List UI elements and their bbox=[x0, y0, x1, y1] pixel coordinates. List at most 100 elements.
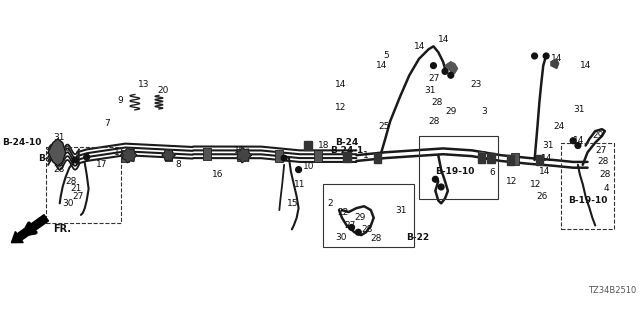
Text: 28: 28 bbox=[431, 98, 443, 107]
Bar bbox=[419, 136, 498, 198]
Text: 5: 5 bbox=[383, 52, 389, 60]
Text: 27: 27 bbox=[345, 221, 356, 230]
Text: 27: 27 bbox=[595, 146, 607, 155]
Bar bbox=[275, 150, 283, 162]
Circle shape bbox=[532, 53, 538, 59]
Polygon shape bbox=[162, 149, 175, 161]
Text: 29: 29 bbox=[445, 107, 456, 116]
Bar bbox=[477, 151, 486, 163]
Bar bbox=[561, 143, 614, 229]
Text: 14: 14 bbox=[335, 80, 347, 89]
Text: 16: 16 bbox=[212, 170, 223, 179]
Bar bbox=[46, 148, 122, 223]
Circle shape bbox=[433, 176, 438, 182]
Text: 17: 17 bbox=[97, 160, 108, 169]
Text: 28: 28 bbox=[597, 157, 609, 166]
Text: 23: 23 bbox=[470, 80, 481, 89]
Text: 19: 19 bbox=[234, 146, 246, 155]
Text: 14: 14 bbox=[438, 35, 450, 44]
Text: TZ34B2510: TZ34B2510 bbox=[588, 285, 636, 294]
Polygon shape bbox=[122, 148, 137, 163]
Text: 12: 12 bbox=[506, 177, 517, 186]
Text: 28: 28 bbox=[371, 235, 382, 244]
Text: B-24: B-24 bbox=[335, 138, 358, 147]
Circle shape bbox=[72, 157, 78, 163]
Text: 10: 10 bbox=[303, 162, 315, 171]
Polygon shape bbox=[551, 59, 559, 68]
Circle shape bbox=[84, 154, 90, 160]
Bar bbox=[323, 184, 414, 247]
Text: 31: 31 bbox=[53, 133, 65, 142]
Text: 4: 4 bbox=[604, 184, 609, 193]
Text: 24: 24 bbox=[554, 122, 565, 131]
Text: B-24-1: B-24-1 bbox=[330, 146, 364, 155]
Polygon shape bbox=[237, 148, 252, 163]
Text: 14: 14 bbox=[541, 154, 553, 163]
Text: 26: 26 bbox=[536, 192, 548, 201]
Polygon shape bbox=[445, 62, 458, 73]
Bar bbox=[305, 141, 312, 150]
Text: 14: 14 bbox=[580, 61, 591, 70]
Text: 3: 3 bbox=[482, 107, 487, 116]
Text: 15: 15 bbox=[287, 199, 298, 208]
Text: 27: 27 bbox=[429, 74, 440, 83]
Bar bbox=[477, 153, 486, 163]
Text: 29: 29 bbox=[593, 132, 604, 140]
Circle shape bbox=[438, 184, 444, 190]
Bar bbox=[237, 149, 244, 161]
FancyArrow shape bbox=[12, 215, 49, 243]
Text: 12: 12 bbox=[335, 102, 347, 112]
Text: 29: 29 bbox=[60, 146, 71, 155]
Text: B-19-10: B-19-10 bbox=[435, 167, 475, 176]
Bar bbox=[122, 150, 129, 162]
Text: 6: 6 bbox=[490, 168, 495, 177]
Bar bbox=[507, 155, 515, 165]
Text: 2: 2 bbox=[328, 199, 333, 208]
Text: 30: 30 bbox=[335, 233, 347, 242]
Text: 28: 28 bbox=[599, 170, 611, 179]
Bar bbox=[536, 155, 543, 165]
Text: 14: 14 bbox=[376, 61, 387, 70]
Text: 31: 31 bbox=[542, 141, 554, 150]
Circle shape bbox=[543, 53, 549, 59]
Text: 27: 27 bbox=[72, 192, 84, 201]
Text: 7: 7 bbox=[104, 119, 110, 128]
Text: 19: 19 bbox=[202, 148, 214, 157]
Bar bbox=[488, 153, 495, 163]
Text: 13: 13 bbox=[138, 80, 149, 89]
Text: B-24-10: B-24-10 bbox=[2, 138, 42, 147]
Text: 8: 8 bbox=[175, 160, 181, 169]
Circle shape bbox=[281, 155, 287, 161]
Text: 14: 14 bbox=[573, 136, 584, 145]
Circle shape bbox=[570, 138, 576, 144]
Text: 22: 22 bbox=[337, 208, 348, 218]
Text: B-19-10: B-19-10 bbox=[568, 196, 607, 205]
Text: 1: 1 bbox=[363, 151, 369, 160]
Text: 12: 12 bbox=[479, 153, 491, 162]
Text: 29: 29 bbox=[355, 213, 366, 222]
Text: 11: 11 bbox=[294, 180, 305, 188]
Circle shape bbox=[442, 68, 448, 74]
Bar bbox=[343, 152, 351, 162]
Text: 14: 14 bbox=[540, 167, 551, 176]
Text: 31: 31 bbox=[573, 105, 584, 115]
Circle shape bbox=[448, 72, 454, 78]
Text: 28: 28 bbox=[361, 225, 372, 234]
Text: 30: 30 bbox=[63, 199, 74, 208]
Circle shape bbox=[431, 63, 436, 68]
Text: 14: 14 bbox=[551, 54, 563, 63]
Text: B-22: B-22 bbox=[406, 233, 429, 242]
Text: 11: 11 bbox=[114, 148, 125, 157]
Bar bbox=[374, 153, 381, 163]
Bar bbox=[511, 153, 519, 165]
Bar bbox=[204, 148, 211, 160]
Circle shape bbox=[296, 167, 301, 172]
Polygon shape bbox=[48, 139, 65, 166]
Circle shape bbox=[349, 225, 355, 230]
Circle shape bbox=[575, 143, 581, 148]
Text: 28: 28 bbox=[53, 165, 65, 174]
Text: FR.: FR. bbox=[53, 224, 71, 234]
Text: 31: 31 bbox=[424, 86, 435, 95]
Text: 20: 20 bbox=[157, 86, 168, 95]
Text: 31: 31 bbox=[395, 205, 406, 215]
